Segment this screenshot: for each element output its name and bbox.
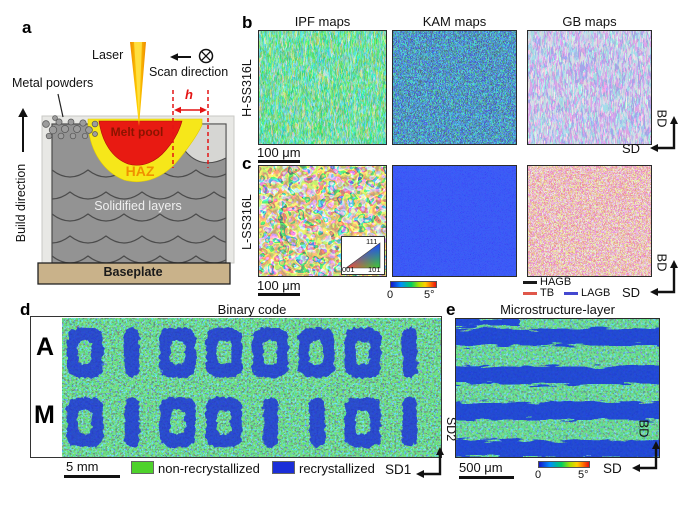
ipf-color-triangle	[345, 242, 381, 269]
scale-bar-label-c: 100 μm	[257, 278, 301, 293]
laser-label: Laser	[92, 48, 124, 62]
binary-code-map	[62, 317, 441, 457]
kam-colorbar-min-c: 0	[387, 289, 394, 301]
layer-arcs	[52, 169, 226, 263]
panel-b-label: b	[242, 13, 253, 32]
baseplate-label: Baseplate	[103, 265, 163, 279]
panel-c-label: c	[242, 154, 252, 173]
sample-label-h-ss316l: H-SS316L	[240, 59, 254, 117]
row-letter-m: M	[34, 401, 55, 429]
panel-a-label: a	[22, 18, 32, 37]
non-recrystallized-label: non-recrystallized	[158, 461, 260, 476]
scale-bar-label-b: 100 μm	[257, 145, 301, 160]
scan-direction-arrow	[170, 53, 191, 61]
sd-axis-label-b: SD	[622, 141, 641, 156]
microstructure-layer-title: Microstructure-layer	[500, 302, 615, 317]
baseplate	[37, 262, 231, 285]
axis-corner-arrow-d	[416, 447, 444, 478]
kam-map-h-ss316l	[392, 30, 517, 145]
scale-bar-line-e	[459, 476, 514, 479]
scale-bar-line-c	[258, 293, 300, 296]
ipf-color-key-inset	[341, 236, 385, 275]
metal-powders-label: Metal powders	[12, 76, 94, 90]
colorbar-max-e: 5°	[578, 469, 589, 481]
ipf-map-h-ss316l	[258, 30, 387, 145]
kam-map-l-ss316l	[392, 165, 517, 277]
build-direction-arrow	[18, 108, 28, 152]
colorbar-min-e: 0	[535, 469, 542, 481]
metal-powders-pointer	[57, 93, 64, 118]
colorbar-e	[538, 461, 590, 468]
ipf-key-001-label: 001	[342, 265, 355, 274]
gb-map-h-ss316l	[527, 30, 652, 145]
row-letter-a: A	[36, 333, 55, 361]
metal-powder-particles	[42, 115, 99, 140]
tb-legend-label: TB	[540, 287, 555, 299]
kam-maps-header: KAM maps	[422, 14, 487, 29]
recrystallized-label: recrystallized	[299, 461, 375, 476]
axis-corner-arrow-b	[650, 116, 678, 152]
lagb-legend-label: LAGB	[581, 287, 611, 299]
panel-e-label: e	[446, 300, 456, 319]
melt-pool-region	[98, 120, 183, 166]
gb-maps-header: GB maps	[562, 14, 617, 29]
ipf-maps-header: IPF maps	[294, 14, 351, 29]
panel-d-label: d	[20, 300, 31, 319]
microstructure-layer-map	[455, 318, 660, 458]
haz-label: HAZ	[125, 163, 155, 179]
lagb-legend-line	[564, 292, 578, 295]
sd-axis-label-c: SD	[622, 285, 641, 300]
ipf-key-111-label: 111	[366, 237, 378, 246]
melt-pool-label: Melt pool	[110, 125, 164, 139]
scale-bar-label-e: 500 μm	[459, 460, 503, 475]
sd1-axis-label-d: SD1	[385, 462, 412, 477]
scan-direction-label: Scan direction	[149, 65, 229, 79]
hatch-spacing-marks	[172, 90, 209, 168]
kam-colorbar-c	[390, 281, 437, 288]
scale-bar-label-d: 5 mm	[66, 459, 99, 474]
laser-beam-core	[134, 42, 142, 118]
gb-map-l-ss316l	[527, 165, 652, 277]
hagb-legend-line	[523, 281, 537, 284]
am-process-schematic	[18, 42, 235, 285]
ipf-key-101-label: 101	[368, 265, 381, 274]
sd-axis-label-e: SD	[603, 461, 622, 476]
sample-label-l-ss316l: L-SS316L	[240, 194, 254, 250]
scale-bar-line-d	[64, 475, 120, 478]
scale-bar-line-b	[258, 160, 300, 163]
axis-corner-arrow-c	[650, 260, 678, 296]
kam-colorbar-max-c: 5°	[424, 289, 435, 301]
solidified-layers-label: Solidified layers	[94, 199, 182, 213]
non-recrystallized-swatch	[131, 461, 154, 474]
recrystallized-swatch	[272, 461, 295, 474]
axis-corner-arrow-e	[632, 441, 660, 472]
into-page-icon	[198, 48, 214, 64]
ipf-map-l-ss316l	[258, 165, 387, 277]
binary-code-title: Binary code	[217, 302, 287, 317]
hagb-legend-label: HAGB	[540, 276, 572, 288]
hatch-spacing-label: h	[185, 87, 193, 102]
tb-legend-line	[523, 292, 537, 295]
build-direction-label: Build direction	[14, 163, 28, 243]
